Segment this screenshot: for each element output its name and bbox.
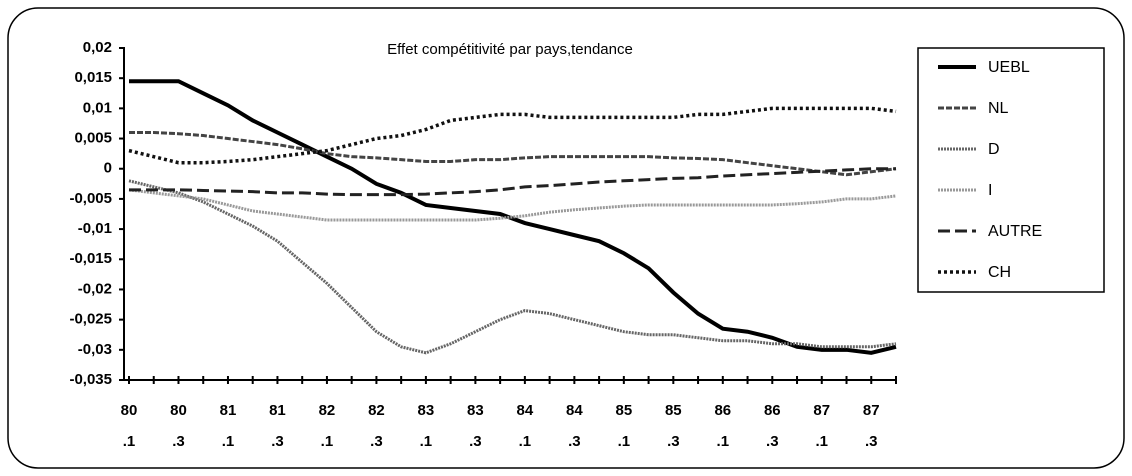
- legend-label: D: [988, 141, 1000, 158]
- x-tick-label: 84: [566, 402, 583, 419]
- y-tick-label: 0: [104, 160, 112, 177]
- x-tick-label: .1: [321, 433, 334, 450]
- x-tick-label: 86: [764, 402, 781, 419]
- y-tick-label: 0,01: [83, 99, 112, 116]
- x-tick-label: 87: [813, 402, 830, 419]
- x-tick-label: 81: [269, 402, 286, 419]
- x-tick-label: .1: [222, 433, 235, 450]
- x-tick-label: .3: [766, 433, 779, 450]
- x-tick-label: 87: [863, 402, 880, 419]
- series-line: [128, 179, 897, 355]
- y-tick-label: -0,03: [78, 341, 112, 358]
- x-tick-label: 80: [170, 402, 187, 419]
- x-tick-label: .1: [123, 433, 136, 450]
- series-line: [129, 79, 897, 355]
- x-tick-label: 82: [319, 402, 336, 419]
- x-tick-label: .3: [568, 433, 581, 450]
- legend-label: UEBL: [988, 59, 1030, 76]
- x-tick-label: 83: [467, 402, 484, 419]
- y-tick-label: 0,005: [74, 130, 112, 147]
- x-tick-label: 81: [220, 402, 237, 419]
- x-tick-label: .1: [420, 433, 433, 450]
- x-tick-label: .1: [816, 433, 829, 450]
- y-tick-label: -0,01: [78, 220, 112, 237]
- legend-box: [917, 47, 1105, 293]
- series-line: [129, 167, 896, 197]
- y-tick-label: -0,015: [69, 250, 112, 267]
- y-tick-label: -0,035: [69, 371, 112, 388]
- x-tick-label: .3: [271, 433, 284, 450]
- x-tick-label: 82: [368, 402, 385, 419]
- y-tick-label: -0,02: [78, 280, 112, 297]
- legend-label: NL: [988, 100, 1009, 117]
- x-tick-label: .3: [469, 433, 482, 450]
- x-tick-label: 85: [665, 402, 682, 419]
- y-tick-label: -0,025: [69, 311, 112, 328]
- x-tick-label: 83: [418, 402, 435, 419]
- x-tick-label: .3: [667, 433, 680, 450]
- legend-label: I: [988, 182, 992, 199]
- chart-frame: [7, 7, 1125, 469]
- chart-title: Effet compétitivité par pays,tendance: [387, 41, 633, 58]
- y-tick-label: 0,015: [74, 69, 112, 86]
- x-tick-label: .1: [618, 433, 631, 450]
- legend-label: AUTRE: [988, 223, 1042, 240]
- legend-label: CH: [988, 264, 1011, 281]
- x-tick-label: 85: [615, 402, 632, 419]
- y-tick-label: 0,02: [83, 39, 112, 56]
- series-line: [129, 131, 897, 177]
- x-tick-label: .3: [370, 433, 383, 450]
- x-tick-label: .3: [172, 433, 185, 450]
- x-tick-label: .3: [865, 433, 878, 450]
- y-tick-label: -0,005: [69, 190, 112, 207]
- series-line: [128, 188, 897, 222]
- x-tick-label: 84: [517, 402, 534, 419]
- x-tick-label: 80: [121, 402, 138, 419]
- x-tick-label: .1: [519, 433, 532, 450]
- x-tick-label: .1: [717, 433, 730, 450]
- x-tick-label: 86: [714, 402, 731, 419]
